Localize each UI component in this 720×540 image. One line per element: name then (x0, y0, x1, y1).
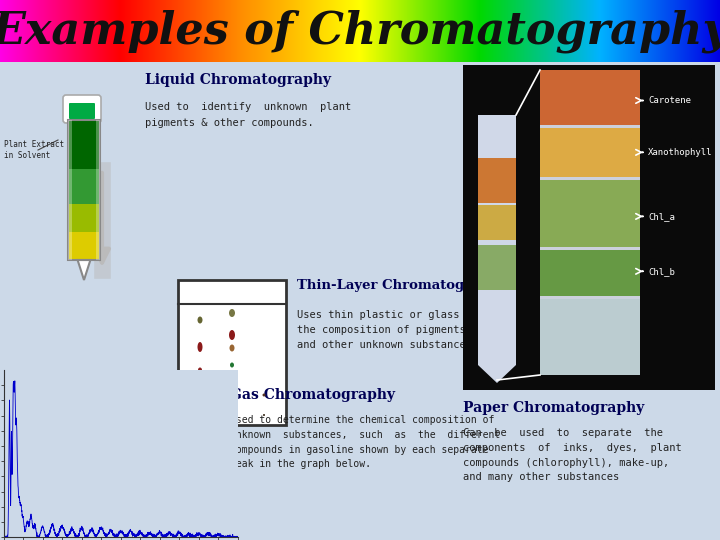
Bar (68, 169, 100, 204)
Text: Uses thin plastic or glass trays to identify
the composition of pigments, chemic: Uses thin plastic or glass trays to iden… (297, 310, 572, 349)
Bar (68, 120, 100, 260)
Ellipse shape (197, 316, 202, 323)
Bar (96, 120, 100, 260)
Bar (178, 280, 286, 425)
Bar (540, 250, 640, 296)
Ellipse shape (229, 330, 235, 340)
Ellipse shape (199, 394, 202, 396)
Text: Used to determine the chemical composition of
unknown  substances,  such  as  th: Used to determine the chemical compositi… (230, 415, 500, 469)
Bar (540, 70, 640, 125)
Ellipse shape (229, 309, 235, 317)
Bar (540, 70, 640, 375)
Bar (540, 128, 640, 177)
Ellipse shape (230, 345, 235, 352)
Ellipse shape (197, 342, 202, 352)
FancyBboxPatch shape (69, 103, 95, 119)
Text: Liquid Chromatography: Liquid Chromatography (145, 73, 331, 87)
Polygon shape (78, 260, 91, 280)
Bar (68, 232, 100, 260)
Ellipse shape (263, 394, 266, 396)
Text: Paper Chromatography: Paper Chromatography (463, 401, 644, 415)
Bar (478, 205, 516, 240)
Bar (68, 204, 100, 232)
Text: Used to  identify  unknown  plant
pigments & other compounds.: Used to identify unknown plant pigments … (145, 102, 351, 127)
Bar (463, 65, 715, 390)
Bar (540, 180, 640, 247)
Text: Chl_b: Chl_b (648, 267, 675, 276)
Polygon shape (478, 365, 516, 383)
Ellipse shape (263, 414, 265, 416)
Ellipse shape (230, 379, 234, 383)
Ellipse shape (230, 362, 234, 368)
Bar (0, 62, 720, 540)
Bar (478, 115, 516, 365)
Text: Can  be  used  to  separate  the
components  of  inks,  dyes,  plant
compounds (: Can be used to separate the components o… (463, 428, 682, 482)
Text: Gas Chromatography: Gas Chromatography (230, 388, 395, 402)
Ellipse shape (231, 414, 233, 416)
Text: Plant Extract
in Solvent: Plant Extract in Solvent (4, 140, 64, 160)
Ellipse shape (230, 395, 233, 399)
Text: Xanothophyll: Xanothophyll (648, 148, 713, 157)
Bar (68, 120, 72, 260)
Text: Examples of Chromatography: Examples of Chromatography (0, 9, 720, 53)
Bar (478, 158, 516, 202)
Bar (478, 245, 516, 290)
Ellipse shape (198, 368, 202, 373)
FancyBboxPatch shape (63, 95, 101, 123)
Text: Carotene: Carotene (648, 96, 691, 105)
Bar (68, 120, 100, 169)
Text: Thin-Layer Chromatography: Thin-Layer Chromatography (297, 279, 506, 292)
Text: Chl_a: Chl_a (648, 212, 675, 221)
Bar (540, 299, 640, 375)
Ellipse shape (199, 414, 201, 416)
